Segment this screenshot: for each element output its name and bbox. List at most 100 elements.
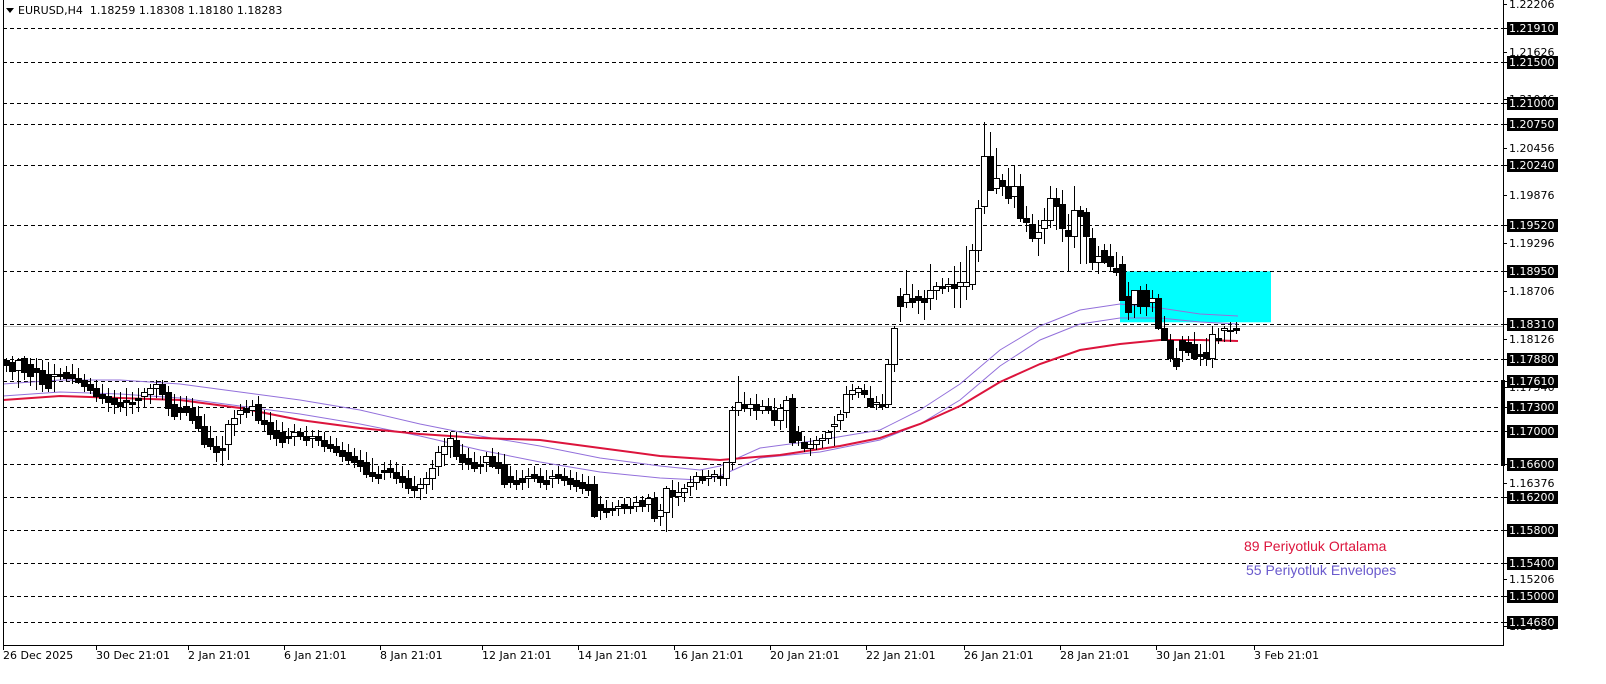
candle [57, 368, 64, 380]
price-level-label: 1.17300 [1507, 400, 1558, 414]
candle [543, 470, 550, 490]
candle [291, 424, 298, 446]
candle [1083, 208, 1090, 264]
time-axis-label: 6 Jan 21:01 [284, 649, 347, 662]
price-level-label: 1.20750 [1507, 117, 1558, 131]
price-level-label: 1.16600 [1507, 458, 1558, 472]
candle [21, 356, 28, 380]
candle [405, 470, 412, 494]
candle [1215, 328, 1222, 344]
envelope-upper-line [2, 303, 1239, 471]
candle [1155, 294, 1162, 330]
candle [351, 448, 358, 468]
candle [909, 284, 916, 308]
candle [465, 448, 472, 470]
price-scale-label: 1.19296 [1509, 236, 1555, 250]
candle [111, 390, 118, 414]
candle [675, 482, 682, 506]
price-scale-label: 1.19876 [1509, 189, 1555, 203]
candle [525, 468, 532, 488]
candle [159, 380, 166, 400]
time-axis-label: 22 Jan 21:01 [866, 649, 936, 662]
candle [873, 396, 880, 410]
candle [981, 122, 988, 214]
candle [99, 384, 106, 404]
envelope-lower-line [2, 317, 1239, 481]
candle [189, 398, 196, 424]
candle [729, 406, 736, 470]
candle [963, 246, 970, 300]
candle [1059, 190, 1066, 242]
candle [135, 388, 142, 412]
price-level-label: 1.14680 [1507, 616, 1558, 629]
candle [369, 458, 376, 482]
candle [765, 398, 772, 414]
candle [801, 436, 808, 452]
time-axis-label: 14 Jan 21:01 [578, 649, 648, 662]
candle [225, 420, 232, 460]
candle [777, 404, 784, 430]
candle [1167, 334, 1174, 362]
candle [549, 470, 556, 488]
price-scale-label: 1.16376 [1509, 476, 1555, 490]
candle [471, 452, 478, 472]
candle [1011, 166, 1018, 208]
candle [537, 468, 544, 488]
candle [387, 460, 394, 478]
candle [831, 416, 838, 446]
candle [297, 428, 304, 440]
candle [939, 278, 946, 294]
candle [579, 474, 586, 494]
candle [705, 470, 712, 486]
candle [975, 200, 982, 262]
time-axis-label: 26 Jan 21:01 [964, 649, 1034, 662]
candle [897, 288, 904, 322]
candle [933, 282, 940, 300]
candle [921, 290, 928, 320]
candle [891, 326, 898, 372]
candle [819, 434, 826, 448]
candle [753, 394, 760, 420]
candle [489, 448, 496, 468]
price-level-label: 1.21500 [1507, 55, 1558, 69]
legend-ma: 89 Periyotluk Ortalama [1244, 538, 1387, 554]
candle [39, 360, 46, 392]
price-level-label: 1.21000 [1507, 97, 1558, 111]
candle [783, 396, 790, 428]
candle [1035, 220, 1042, 256]
candle [807, 438, 814, 456]
candle [711, 470, 718, 482]
candle [1221, 326, 1228, 342]
candle [531, 466, 538, 482]
candle [81, 374, 88, 392]
candle [1065, 214, 1072, 272]
candle [957, 262, 964, 308]
candle [867, 386, 874, 408]
collapse-triangle-icon[interactable] [6, 7, 14, 13]
time-axis-label: 28 Jan 21:01 [1060, 649, 1130, 662]
candle [93, 380, 100, 402]
candle [495, 452, 502, 474]
candle [315, 430, 322, 446]
candle [1113, 252, 1120, 276]
price-level-label: 1.15400 [1507, 556, 1558, 570]
candle [309, 430, 316, 448]
candle [255, 396, 262, 424]
candle [1053, 188, 1060, 230]
ohlc-values: 1.18259 1.18308 1.18180 1.18283 [89, 4, 283, 17]
candle [1161, 316, 1168, 341]
time-axis-label: 8 Jan 21:01 [380, 649, 443, 662]
candle [573, 472, 580, 492]
candle [339, 442, 346, 462]
candle [129, 392, 136, 414]
candle [789, 394, 796, 446]
candle [363, 452, 370, 478]
axis-range-marker [1501, 380, 1505, 466]
candle [333, 438, 340, 456]
candle [459, 444, 466, 470]
candle [513, 470, 520, 490]
candle [45, 362, 52, 392]
candle [837, 410, 844, 430]
